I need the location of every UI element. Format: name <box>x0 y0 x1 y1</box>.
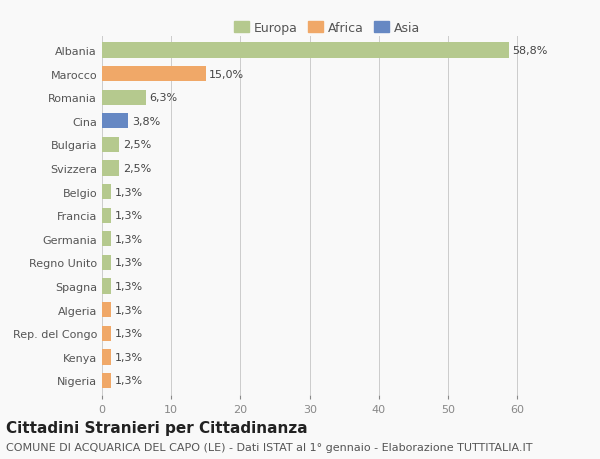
Bar <box>102 137 119 153</box>
Text: Cittadini Stranieri per Cittadinanza: Cittadini Stranieri per Cittadinanza <box>6 420 308 435</box>
Text: 15,0%: 15,0% <box>209 69 244 79</box>
Text: 1,3%: 1,3% <box>115 329 143 338</box>
Text: 6,3%: 6,3% <box>149 93 177 103</box>
Text: 1,3%: 1,3% <box>115 211 143 221</box>
Bar <box>102 90 146 106</box>
Bar <box>102 114 128 129</box>
Text: 2,5%: 2,5% <box>123 163 151 174</box>
Bar <box>102 185 111 200</box>
Bar <box>102 208 111 224</box>
Text: 1,3%: 1,3% <box>115 281 143 291</box>
Bar <box>102 349 111 365</box>
Bar <box>102 373 111 388</box>
Text: COMUNE DI ACQUARICA DEL CAPO (LE) - Dati ISTAT al 1° gennaio - Elaborazione TUTT: COMUNE DI ACQUARICA DEL CAPO (LE) - Dati… <box>6 442 533 452</box>
Legend: Europa, Africa, Asia: Europa, Africa, Asia <box>230 18 424 39</box>
Bar <box>102 279 111 294</box>
Bar <box>102 67 206 82</box>
Text: 1,3%: 1,3% <box>115 375 143 386</box>
Text: 58,8%: 58,8% <box>512 46 548 56</box>
Text: 1,3%: 1,3% <box>115 234 143 244</box>
Bar <box>102 43 509 58</box>
Bar <box>102 255 111 270</box>
Text: 1,3%: 1,3% <box>115 352 143 362</box>
Bar <box>102 161 119 176</box>
Text: 1,3%: 1,3% <box>115 305 143 315</box>
Text: 2,5%: 2,5% <box>123 140 151 150</box>
Text: 1,3%: 1,3% <box>115 258 143 268</box>
Bar <box>102 232 111 247</box>
Text: 3,8%: 3,8% <box>132 117 160 127</box>
Bar <box>102 302 111 318</box>
Bar <box>102 326 111 341</box>
Text: 1,3%: 1,3% <box>115 187 143 197</box>
